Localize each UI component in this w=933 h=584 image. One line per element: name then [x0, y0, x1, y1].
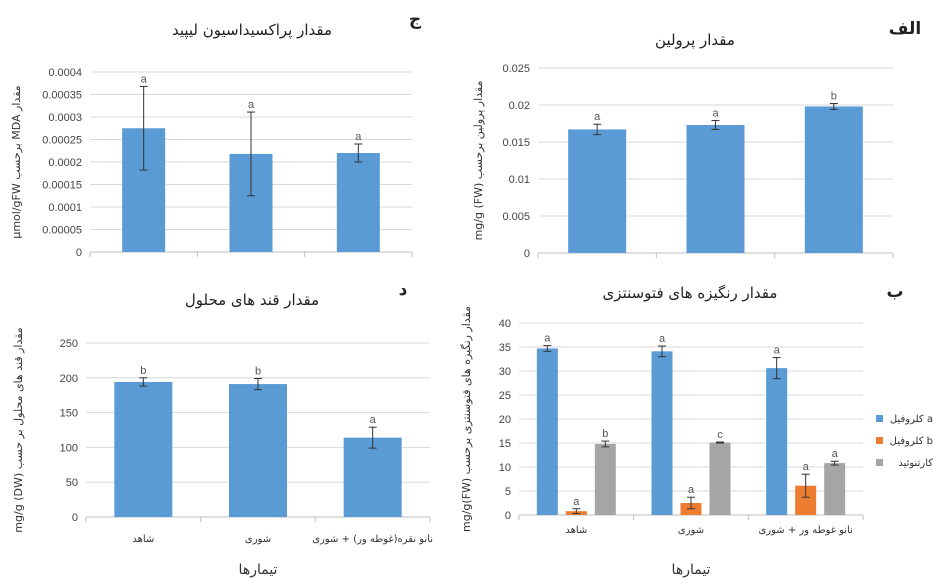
category-label: شوری — [245, 534, 271, 545]
chart-title: مقدار پرولین — [655, 31, 735, 50]
bar — [343, 437, 402, 517]
category-label: نانو غوطه ور + شوری — [758, 525, 852, 536]
y-tick-label: 50 — [66, 477, 78, 489]
bar — [795, 485, 817, 515]
bar — [824, 463, 846, 515]
y-tick-label: 0.0003 — [48, 112, 82, 124]
bar — [114, 381, 173, 517]
bar — [336, 153, 380, 252]
chart-lipid: ج مقدار پراکسیداسیون لیپید 0 0.00005 0.0001 0… — [10, 10, 422, 259]
significance-label: b — [255, 365, 261, 377]
chart-title: مقدار رنگیزه های فتوسنتزی — [603, 284, 778, 302]
significance-label: a — [832, 448, 839, 460]
x-axis-label: تیمارها — [239, 562, 278, 578]
y-tick-label: 0.015 — [502, 137, 530, 149]
significance-label: c — [717, 429, 723, 441]
legend-entry: کارتنوئید — [898, 458, 933, 469]
y-tick-label: 0.0002 — [48, 157, 82, 169]
y-tick-label: 0 — [76, 247, 82, 259]
y-tick-label: 5 — [505, 486, 511, 498]
category-label: نانو نقره(غوطه ور) + شوری — [312, 534, 433, 545]
y-tick-label: 0 — [505, 510, 511, 522]
chart-title: مقدار قند های محلول — [185, 291, 319, 309]
significance-label: a — [573, 496, 580, 508]
chart-proline: الف مقدار پرولین 0 0.005 0.01 0.015 0.02 0.025 m… — [472, 19, 921, 260]
bar — [766, 368, 788, 515]
y-tick-label: 0.00035 — [42, 90, 82, 102]
y-tick-label: 10 — [499, 462, 511, 474]
y-tick-label: 30 — [499, 366, 511, 378]
y-tick-label: 250 — [60, 338, 78, 350]
significance-label: a — [248, 99, 255, 111]
panel-letter: الف — [889, 19, 921, 39]
y-tick-label: 0.005 — [502, 211, 530, 223]
y-axis-label: µmol/gFW برحسب MDA مقدار — [10, 85, 23, 238]
legend-swatch — [876, 437, 883, 444]
bar — [568, 129, 627, 253]
y-tick-label: 15 — [499, 438, 511, 450]
y-tick-label: 25 — [499, 390, 511, 402]
y-axis-label: mg/g (DW) مقدار قند های محلول بر حسب — [12, 327, 25, 532]
legend-entry: کلروفیل a — [890, 414, 933, 425]
y-tick-label: 40 — [499, 318, 511, 330]
category-label: شاهد — [565, 525, 587, 536]
significance-label: b — [602, 428, 608, 440]
panel-letter: د — [399, 280, 408, 300]
significance-label: a — [544, 333, 551, 345]
significance-label: a — [659, 333, 666, 345]
bar — [709, 442, 731, 515]
bar — [536, 348, 558, 515]
y-tick-label: 0 — [524, 248, 530, 260]
chart-title: مقدار پراکسیداسیون لیپید — [172, 21, 332, 40]
y-tick-label: 0.00005 — [42, 225, 82, 237]
y-tick-label: 200 — [60, 373, 78, 385]
significance-label: a — [141, 73, 148, 85]
significance-label: a — [774, 345, 781, 357]
y-tick-label: 0 — [72, 512, 78, 524]
y-tick-label: 0.00025 — [42, 135, 82, 147]
significance-label: b — [140, 365, 146, 377]
significance-label: b — [831, 91, 837, 103]
category-label: شوری — [678, 525, 704, 536]
legend-swatch — [876, 415, 883, 422]
significance-label: a — [712, 108, 719, 120]
y-tick-label: 0.02 — [509, 100, 530, 112]
chart-sugars: د مقدار قند های محلول 0 50 100 150 200 250 mg/g … — [12, 280, 433, 578]
y-tick-label: 150 — [60, 408, 78, 420]
y-tick-label: 100 — [60, 442, 78, 454]
bar — [594, 443, 616, 515]
y-tick-label: 0.0001 — [48, 202, 82, 214]
panel-letter: ج — [409, 10, 422, 30]
category-label: شاهد — [132, 534, 154, 545]
significance-label: a — [370, 414, 377, 426]
significance-label: a — [594, 111, 601, 123]
significance-label: a — [355, 131, 362, 143]
legend-entry: کلروفیل b — [890, 436, 933, 447]
chart-pigments: ب مقدار رنگیزه های فتوسنتزی 0 5 10 15 20 25 30 35… — [460, 282, 933, 578]
bar — [686, 124, 745, 253]
y-tick-label: 0.00015 — [42, 180, 82, 192]
y-tick-label: 0.01 — [509, 174, 530, 186]
bar — [229, 384, 287, 517]
y-tick-label: 20 — [499, 414, 511, 426]
bar — [651, 351, 673, 515]
panel-letter: ب — [886, 282, 903, 302]
x-axis-label: تیمارها — [672, 562, 711, 578]
y-axis-label: mg/g(FW) مقدار رنگیزه های فتوسنتزی برحسب — [460, 306, 473, 532]
significance-label: a — [803, 461, 810, 473]
legend-swatch — [876, 459, 883, 466]
y-tick-label: 0.0004 — [48, 67, 82, 79]
y-axis-label: mg/g (FW) مقدار پرولین برحسب — [472, 80, 485, 240]
y-tick-label: 35 — [499, 342, 511, 354]
y-tick-label: 0.025 — [502, 63, 530, 75]
significance-label: a — [688, 484, 695, 496]
bar — [804, 106, 863, 253]
